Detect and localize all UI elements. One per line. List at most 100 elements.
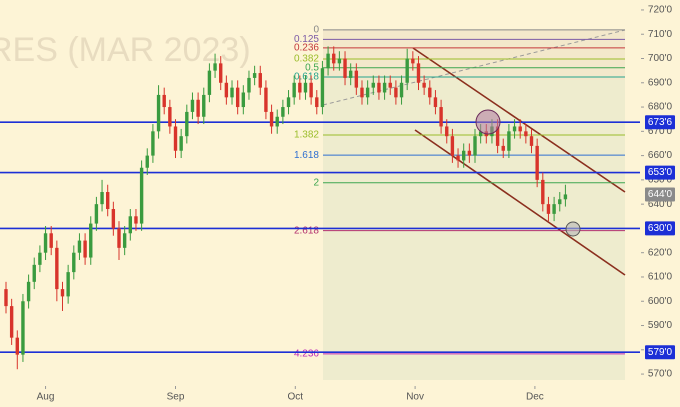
fib-zone — [323, 30, 625, 80]
candle-body — [332, 53, 336, 64]
candle-body — [128, 216, 133, 234]
candle-body — [122, 233, 127, 248]
candle-body — [518, 126, 522, 132]
candle-body — [224, 82, 229, 98]
y-tick-label: 680'0 — [648, 102, 673, 113]
candle-body — [326, 53, 330, 69]
axes-layer: 720'0 710'0 700'0 690'0 680'0 670'0 660'0 650'0… — [37, 5, 675, 403]
y-tick-label: 700'0 — [648, 53, 673, 64]
candle-body — [145, 155, 149, 168]
fib-label: 0.382 — [294, 54, 319, 65]
candle-body — [399, 82, 404, 98]
candle-body — [354, 70, 359, 88]
candle-body — [156, 94, 161, 132]
levels-layer — [0, 121, 640, 354]
candle-body — [49, 233, 53, 248]
candle-body — [445, 126, 449, 137]
y-tick-label: 660'0 — [648, 150, 673, 161]
fib-label: 0.618 — [294, 72, 319, 83]
candle-body — [235, 87, 240, 108]
candle-body — [281, 107, 285, 117]
candle-body — [219, 63, 223, 83]
candle-body — [15, 337, 19, 355]
candle-body — [26, 281, 31, 302]
candle-body — [343, 58, 347, 78]
channel-line — [412, 47, 626, 193]
candle-body — [512, 126, 517, 132]
candle-body — [507, 131, 511, 151]
candle-body — [60, 289, 65, 297]
candle-body — [241, 92, 246, 108]
candle-body — [173, 126, 178, 151]
candle-body — [230, 87, 234, 98]
candle-body — [337, 58, 342, 64]
candle-body — [303, 82, 308, 93]
candle-body — [185, 111, 189, 137]
candle-body — [558, 199, 562, 205]
y-tick-label: 610'0 — [648, 272, 673, 283]
y-tick-label: 650'0 — [648, 175, 673, 186]
candle-body — [439, 107, 443, 127]
candle-body — [202, 94, 206, 117]
fib-label: 0 — [313, 24, 319, 35]
candle-body — [422, 82, 426, 88]
candle-body — [94, 204, 99, 224]
candle-body — [134, 216, 138, 224]
fib-label: 0.5 — [305, 62, 319, 73]
candle-body — [89, 223, 93, 258]
fib-label: 0.236 — [294, 42, 319, 53]
marker-circle — [565, 221, 581, 237]
candle-body — [416, 63, 421, 83]
candle-body — [388, 82, 392, 88]
y-tick-label: 600'0 — [648, 296, 673, 307]
channel-line — [414, 129, 626, 276]
candle-body — [461, 150, 466, 161]
price-label-box — [645, 165, 675, 180]
fib-label: 0.125 — [294, 34, 319, 45]
candle-body — [524, 131, 528, 137]
candle-body — [501, 145, 505, 151]
candle-body — [371, 82, 375, 88]
candle-body — [252, 73, 257, 78]
candle-body — [4, 289, 8, 307]
candle-body — [207, 70, 212, 95]
price-label: 579'0 — [648, 347, 673, 358]
candle-body — [394, 87, 398, 98]
y-tick-label: 570'0 — [648, 369, 673, 380]
candle-body — [552, 204, 556, 214]
y-tick-label: 690'0 — [648, 77, 673, 88]
candle-body — [269, 111, 274, 127]
price-label: 630'0 — [648, 223, 673, 234]
x-tick-label: Nov — [406, 392, 424, 403]
candle-body — [72, 252, 76, 273]
candle-body — [315, 97, 319, 108]
candle-body — [286, 97, 291, 108]
candle-body — [309, 82, 313, 98]
price-label-box — [645, 221, 675, 236]
candle-body — [456, 155, 460, 161]
y-tick-label: 670'0 — [648, 126, 673, 137]
watermark: RES (MAR 2023) — [0, 31, 251, 69]
candle-body — [428, 87, 432, 98]
candle-body — [83, 240, 87, 258]
candle-body — [348, 70, 353, 78]
candle-body — [168, 107, 172, 127]
y-tick-label: 590'0 — [648, 320, 673, 331]
candle-body — [450, 136, 455, 156]
candle-body — [535, 145, 539, 180]
fib-label: 1.382 — [294, 130, 319, 141]
x-tick-label: Sep — [167, 392, 185, 403]
price-label: 653'0 — [648, 167, 673, 178]
fib-label: 2 — [313, 177, 319, 188]
fib-label: 4.236 — [294, 349, 319, 360]
candle-body — [473, 136, 477, 156]
candle-body — [196, 99, 200, 117]
candle-body — [190, 99, 195, 112]
candle-body — [9, 306, 14, 338]
x-tick-label: Aug — [37, 392, 55, 403]
candle-body — [365, 87, 370, 98]
fib-label: 1.618 — [294, 150, 319, 161]
marker-circle — [475, 109, 501, 135]
candle-body — [66, 272, 70, 297]
